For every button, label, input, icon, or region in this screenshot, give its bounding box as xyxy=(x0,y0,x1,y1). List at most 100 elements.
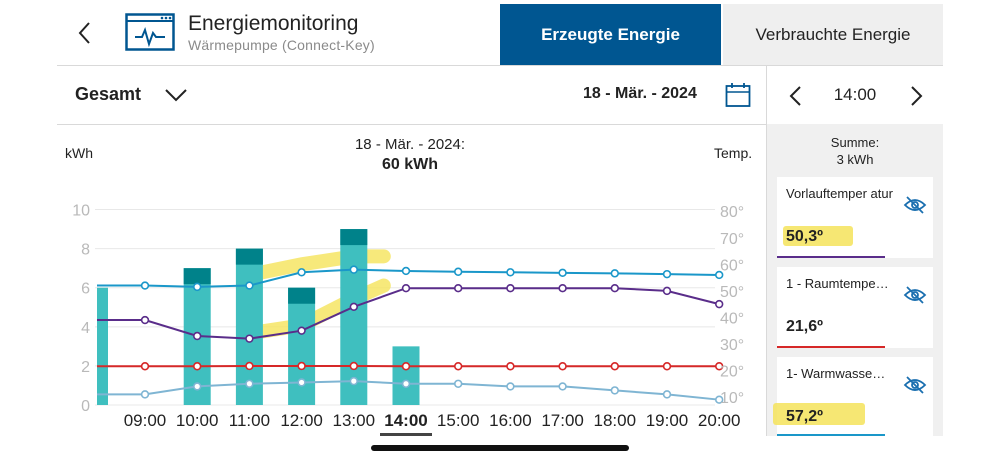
y-tick-right: 60° xyxy=(720,257,744,274)
data-point xyxy=(662,269,672,279)
period-select-label[interactable]: Gesamt xyxy=(75,84,142,104)
data-point xyxy=(454,379,463,388)
data-point xyxy=(610,269,619,278)
y-axis-unit-left: kWh xyxy=(65,145,93,161)
bar xyxy=(97,287,108,405)
data-point xyxy=(297,361,306,371)
y-tick-right: 40° xyxy=(720,310,744,327)
data-point xyxy=(558,284,567,293)
data-point xyxy=(401,266,411,276)
series-color-line xyxy=(777,346,885,348)
legend-card-room-temp[interactable]: 1 - Raumtempe… 21,6º xyxy=(777,267,933,348)
highlight-marker xyxy=(773,403,865,425)
data-point xyxy=(140,315,150,325)
legend-card-hot-water[interactable]: 1- Warmwasse… 57,2º xyxy=(773,357,933,436)
y-tick-right: 20° xyxy=(720,363,744,380)
data-point xyxy=(662,390,672,399)
data-point xyxy=(349,302,358,311)
bar xyxy=(235,248,263,405)
series-color-line xyxy=(777,434,885,436)
card-value: 57,2º xyxy=(786,408,823,425)
data-point xyxy=(558,268,567,278)
data-point xyxy=(297,326,306,335)
data-point xyxy=(454,362,463,371)
selected-indicator xyxy=(380,433,432,436)
bar-cap xyxy=(288,287,316,304)
x-tick: 15:00 xyxy=(437,411,480,430)
tab-generated-energy[interactable]: Erzeugte Energie xyxy=(500,4,721,65)
home-indicator xyxy=(371,445,629,451)
eye-off-icon[interactable] xyxy=(903,195,927,215)
y-tick-right: 50° xyxy=(720,284,744,301)
card-label: Vorlauftemper atur xyxy=(786,186,893,201)
y-tick-left: 2 xyxy=(81,359,90,376)
date-label[interactable]: 18 - Mär. - 2024 xyxy=(583,85,697,102)
data-point xyxy=(401,379,411,388)
calendar-icon[interactable] xyxy=(725,82,751,108)
x-tick: 17:00 xyxy=(541,411,584,430)
data-point xyxy=(401,284,411,293)
data-point xyxy=(297,268,306,277)
y-tick-right: 10° xyxy=(720,390,744,407)
bar xyxy=(392,346,420,405)
chevron-down-icon[interactable] xyxy=(163,84,189,106)
card-label: 1 - Raumtempe… xyxy=(786,276,889,291)
data-point xyxy=(245,281,254,290)
bar-cap xyxy=(183,268,211,285)
data-point xyxy=(140,281,150,290)
tab-consumed-energy[interactable]: Verbrauchte Energie xyxy=(723,4,943,65)
y-tick-right: 30° xyxy=(720,337,744,354)
sum-label: Summe: 3 kWh xyxy=(830,135,880,167)
data-point xyxy=(349,361,358,371)
highlight-marker xyxy=(242,249,391,282)
data-point xyxy=(610,284,619,293)
x-tick: 12:00 xyxy=(280,411,323,430)
data-point xyxy=(401,362,411,371)
data-point xyxy=(558,362,567,371)
data-point xyxy=(245,334,254,343)
chart-date: 18 - Mär. - 2024: xyxy=(354,136,466,153)
eye-off-icon[interactable] xyxy=(903,375,927,395)
data-point xyxy=(714,270,724,280)
data-point xyxy=(454,267,463,276)
bar-cap xyxy=(235,248,263,265)
data-point xyxy=(506,284,515,293)
card-value: 50,3º xyxy=(786,228,823,245)
highlight-marker xyxy=(783,226,853,246)
x-tick: 18:00 xyxy=(594,411,637,430)
data-point xyxy=(193,331,202,341)
page-subtitle: Wärmepumpe (Connect-Key) xyxy=(188,37,375,53)
data-point xyxy=(714,362,724,371)
series-color-line xyxy=(777,256,885,258)
time-label: 14:00 xyxy=(833,85,877,104)
back-icon[interactable] xyxy=(70,18,100,48)
y-tick-left: 0 xyxy=(81,398,90,415)
eye-off-icon[interactable] xyxy=(903,285,927,305)
data-point xyxy=(245,379,254,388)
x-tick: 10:00 xyxy=(176,411,219,430)
y-tick-left: 8 xyxy=(81,242,90,259)
divider xyxy=(766,66,767,436)
data-point xyxy=(662,362,672,371)
legend-card-flow-temp[interactable]: Vorlauftemper atur 50,3º xyxy=(777,177,933,258)
y-tick-left: 6 xyxy=(81,281,90,298)
data-point xyxy=(506,268,515,277)
x-tick: 11:00 xyxy=(229,411,270,430)
bar xyxy=(340,229,368,405)
data-point xyxy=(297,378,306,387)
data-point xyxy=(193,282,202,292)
data-point xyxy=(662,286,672,296)
data-point xyxy=(506,362,515,371)
data-point xyxy=(714,395,724,404)
y-tick-left: 4 xyxy=(81,320,90,337)
chevron-right-icon[interactable] xyxy=(904,83,928,109)
x-tick: 13:00 xyxy=(333,411,376,430)
page-title: Energiemonitoring xyxy=(188,12,359,35)
data-point xyxy=(558,382,567,391)
chevron-left-icon[interactable] xyxy=(784,83,808,109)
bar-cap xyxy=(340,229,368,246)
data-point xyxy=(610,386,619,395)
y-axis-unit-right: Temp. xyxy=(714,145,753,161)
highlight-marker xyxy=(242,278,391,341)
